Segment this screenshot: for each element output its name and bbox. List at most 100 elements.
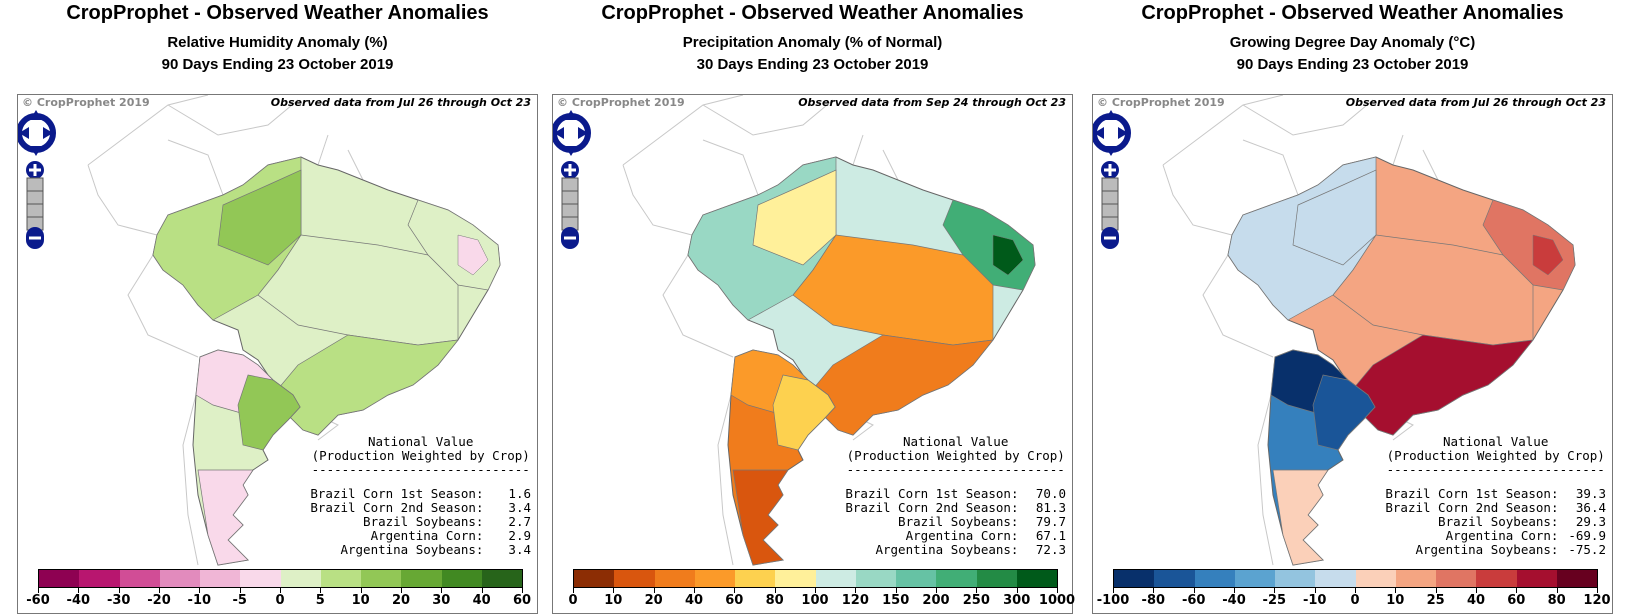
colorbar-tick-label: 100 xyxy=(801,593,829,608)
colorbar-segment xyxy=(1114,570,1155,587)
zoom-in-icon[interactable] xyxy=(26,161,44,179)
colorbar-tick-label: 1000 xyxy=(1038,593,1076,608)
northeast-spots xyxy=(457,234,489,276)
colorbar-tick-label: -40 xyxy=(1222,593,1246,608)
neighbor-borders xyxy=(1162,95,1439,566)
chart-subtitle: Precipitation Anomaly (% of Normal) xyxy=(682,34,943,51)
pan-control-icon[interactable] xyxy=(18,110,56,156)
colorbar-tick xyxy=(1597,588,1598,593)
colorbar-segment xyxy=(735,570,776,587)
colorbar-tick xyxy=(573,588,574,593)
chart-subtitle: Relative Humidity Anomaly (%) xyxy=(167,34,388,51)
colorbar-tick-label: 25 xyxy=(1426,593,1445,608)
colorbar-tick xyxy=(280,588,281,593)
colorbar xyxy=(38,569,523,588)
colorbar-segment xyxy=(976,570,1017,587)
colorbar-segment xyxy=(1556,570,1597,587)
colorbar-tick xyxy=(855,588,857,593)
colorbar-tick xyxy=(774,588,776,593)
colorbar-ticks: 0 10 20 40 60 80 100 120 150 200 250 300 1000 xyxy=(568,588,1075,610)
map-navigation-control xyxy=(18,110,56,249)
legend-row: Argentina Corn: -69.9 xyxy=(1385,529,1606,543)
colorbar-tick xyxy=(936,588,937,593)
legend-subtitle: (Production Weighted by Crop) xyxy=(846,448,1065,463)
legend-title: National Value xyxy=(903,434,1009,449)
colorbar-segment xyxy=(936,570,977,587)
colorbar-tick xyxy=(320,588,322,593)
colorbar-tick xyxy=(1516,588,1518,593)
crop-value: 2.9 xyxy=(508,528,531,543)
colorbar-tick-label: 60 xyxy=(725,593,744,608)
observed-range-text: Observed data from Jul 26 through Oct 23 xyxy=(1345,96,1606,109)
legend-row: Brazil Corn 1st Season: 70.0 xyxy=(845,487,1066,501)
zoom-slider[interactable] xyxy=(1101,177,1119,231)
colorbar-segment xyxy=(119,570,160,587)
map[interactable] xyxy=(1093,95,1612,613)
colorbar-tick-label: 20 xyxy=(644,593,663,608)
colorbar-segment xyxy=(1194,570,1235,587)
legend-title: National Value xyxy=(1443,434,1549,449)
colorbar-tick-label: 120 xyxy=(841,593,869,608)
zoom-out-icon[interactable] xyxy=(1101,227,1119,249)
colorbar-tick-label: -60 xyxy=(1181,593,1206,608)
colorbar-tick xyxy=(976,588,978,593)
colorbar-tick-label: 300 xyxy=(1003,593,1031,608)
legend-row: Argentina Corn: 2.9 xyxy=(310,529,531,543)
colorbar-tick-label: -25 xyxy=(1262,593,1287,608)
colorbar-tick-label: -60 xyxy=(26,593,50,608)
colorbar-tick-label: -30 xyxy=(106,593,131,608)
legend-title: National Value xyxy=(368,434,474,449)
neighbor-borders xyxy=(87,95,364,566)
colorbar-tick xyxy=(1193,588,1195,593)
colorbar-tick xyxy=(1113,588,1114,593)
crop-label: Argentina Corn: xyxy=(905,528,1019,543)
colorbar-tick xyxy=(1057,588,1058,593)
colorbar-segment xyxy=(280,570,321,587)
crop-value: 39.3 xyxy=(1575,486,1606,501)
crop-value: 70.0 xyxy=(1035,486,1066,501)
colorbar-tick-label: 0 xyxy=(1350,593,1360,608)
colorbar-segment xyxy=(361,570,402,587)
pan-control-icon[interactable] xyxy=(1093,110,1131,156)
colorbar-tick xyxy=(522,588,523,593)
zoom-in-icon[interactable] xyxy=(561,161,579,179)
map[interactable] xyxy=(18,95,537,613)
national-value-legend: National Value (Production Weighted by Cr… xyxy=(1385,435,1606,557)
colorbar-tick-label: 10 xyxy=(351,593,370,608)
zoom-slider[interactable] xyxy=(26,177,44,231)
colorbar-tick xyxy=(239,588,241,593)
zoom-slider[interactable] xyxy=(561,177,579,231)
colorbar-tick xyxy=(1395,588,1397,593)
zoom-out-icon[interactable] xyxy=(561,227,579,249)
colorbar-tick xyxy=(895,588,897,593)
map-frame: © CropProphet 2019 Observed data from Jul… xyxy=(17,94,538,614)
colorbar-tick-label: -10 xyxy=(1302,593,1327,608)
legend-row: Brazil Soybeans: 79.7 xyxy=(845,515,1066,529)
observed-range-text: Observed data from Jul 26 through Oct 23 xyxy=(270,96,531,109)
country-border xyxy=(1162,95,1439,566)
crop-label: Brazil Corn 1st Season: xyxy=(1385,486,1559,501)
pan-control-icon[interactable] xyxy=(553,110,591,156)
colorbar-segment xyxy=(855,570,896,587)
crop-label: Argentina Soybeans: xyxy=(875,542,1019,557)
crop-label: Argentina Corn: xyxy=(370,528,484,543)
colorbar-tick-label: 0 xyxy=(568,593,578,608)
colorbar-tick-label: 120 xyxy=(1583,593,1611,608)
colorbar-segment xyxy=(654,570,695,587)
colorbar-tick xyxy=(1435,588,1437,593)
zoom-out-icon[interactable] xyxy=(26,227,44,249)
crop-label: Argentina Corn: xyxy=(1445,528,1559,543)
copyright-text: © CropProphet 2019 xyxy=(22,96,150,109)
colorbar-tick xyxy=(441,588,443,593)
map-navigation-control xyxy=(1093,110,1131,249)
map[interactable] xyxy=(553,95,1072,613)
chart-period: 90 Days Ending 23 October 2019 xyxy=(161,56,394,73)
copyright-text: © CropProphet 2019 xyxy=(557,96,685,109)
zoom-in-icon[interactable] xyxy=(1101,161,1119,179)
colorbar-segment xyxy=(200,570,241,587)
colorbar-tick xyxy=(1016,588,1018,593)
crop-value: 81.3 xyxy=(1035,500,1066,515)
crop-value: 79.7 xyxy=(1035,514,1066,529)
chart-title: CropProphet - Observed Weather Anomalies xyxy=(1141,2,1564,24)
